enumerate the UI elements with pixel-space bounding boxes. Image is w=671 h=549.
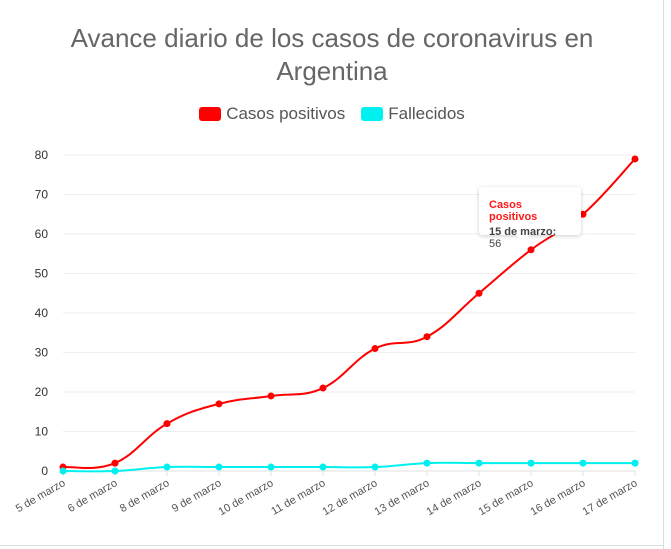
x-tick-label: 8 de marzo bbox=[118, 477, 172, 515]
x-tick-label: 14 de marzo bbox=[425, 477, 484, 518]
data-point bbox=[163, 463, 171, 471]
tooltip-label: 15 de marzo: bbox=[489, 226, 557, 238]
x-tick-label: 11 de marzo bbox=[269, 477, 327, 518]
data-point bbox=[267, 392, 275, 400]
legend-swatch bbox=[361, 107, 384, 121]
y-tick-label: 70 bbox=[35, 188, 49, 202]
x-tick-label: 10 de marzo bbox=[217, 477, 276, 518]
y-tick-label: 20 bbox=[35, 385, 49, 399]
data-point bbox=[527, 246, 535, 254]
data-point bbox=[423, 459, 431, 467]
data-point bbox=[475, 459, 483, 467]
data-point bbox=[579, 459, 587, 467]
legend-item-fallecidos[interactable]: Fallecidos bbox=[361, 104, 465, 124]
x-tick-label: 9 de marzo bbox=[170, 477, 224, 515]
x-tick-label: 6 de marzo bbox=[66, 477, 120, 515]
data-point bbox=[163, 420, 171, 428]
title-line: Avance diario de los casos de coronaviru… bbox=[70, 23, 594, 53]
y-tick-label: 50 bbox=[35, 267, 49, 281]
data-point bbox=[267, 463, 275, 471]
tooltip-arrow bbox=[516, 235, 530, 242]
x-tick-label: 17 de marzo bbox=[581, 477, 640, 518]
series-line bbox=[62, 158, 636, 470]
data-point bbox=[111, 467, 119, 475]
tooltip-value: 56 bbox=[489, 238, 502, 250]
y-tick-label: 80 bbox=[35, 148, 49, 162]
y-tick-label: 30 bbox=[35, 346, 49, 360]
data-point bbox=[631, 459, 639, 467]
title-line: Argentina bbox=[276, 56, 388, 86]
data-point bbox=[215, 400, 223, 408]
data-point bbox=[631, 155, 639, 163]
series-line bbox=[62, 461, 635, 473]
border bbox=[663, 0, 664, 549]
y-tick-label: 60 bbox=[35, 227, 49, 241]
y-tick-label: 40 bbox=[35, 306, 49, 320]
legend-swatch bbox=[199, 107, 222, 121]
x-tick-label: 5 de marzo bbox=[14, 477, 68, 515]
data-point bbox=[371, 463, 379, 471]
x-tick-label: 16 de marzo bbox=[529, 477, 588, 518]
data-point bbox=[527, 459, 535, 467]
legend-label: Casos positivos bbox=[226, 104, 346, 123]
data-point bbox=[423, 333, 431, 341]
x-tick-label: 15 de marzo bbox=[477, 477, 536, 518]
legend-label: Fallecidos bbox=[388, 104, 465, 123]
data-point bbox=[59, 467, 67, 475]
data-point bbox=[111, 459, 119, 467]
data-point bbox=[475, 289, 483, 297]
y-tick-label: 10 bbox=[35, 425, 49, 439]
legend: Casos positivos Fallecidos bbox=[0, 104, 664, 124]
border bbox=[0, 545, 664, 546]
chart-title: Avance diario de los casos de coronaviru… bbox=[0, 22, 664, 88]
data-point bbox=[215, 463, 223, 471]
legend-item-casos[interactable]: Casos positivos bbox=[199, 104, 345, 124]
x-tick-label: 13 de marzo bbox=[373, 477, 432, 518]
data-point bbox=[371, 345, 379, 353]
data-point bbox=[319, 463, 327, 471]
y-tick-label: 0 bbox=[41, 464, 48, 478]
x-tick-label: 12 de marzo bbox=[321, 477, 380, 518]
data-point bbox=[319, 384, 327, 392]
tooltip: Casos positivos 15 de marzo: 56 bbox=[479, 187, 581, 250]
tooltip-title: Casos positivos bbox=[489, 199, 538, 223]
data-point bbox=[579, 210, 587, 218]
